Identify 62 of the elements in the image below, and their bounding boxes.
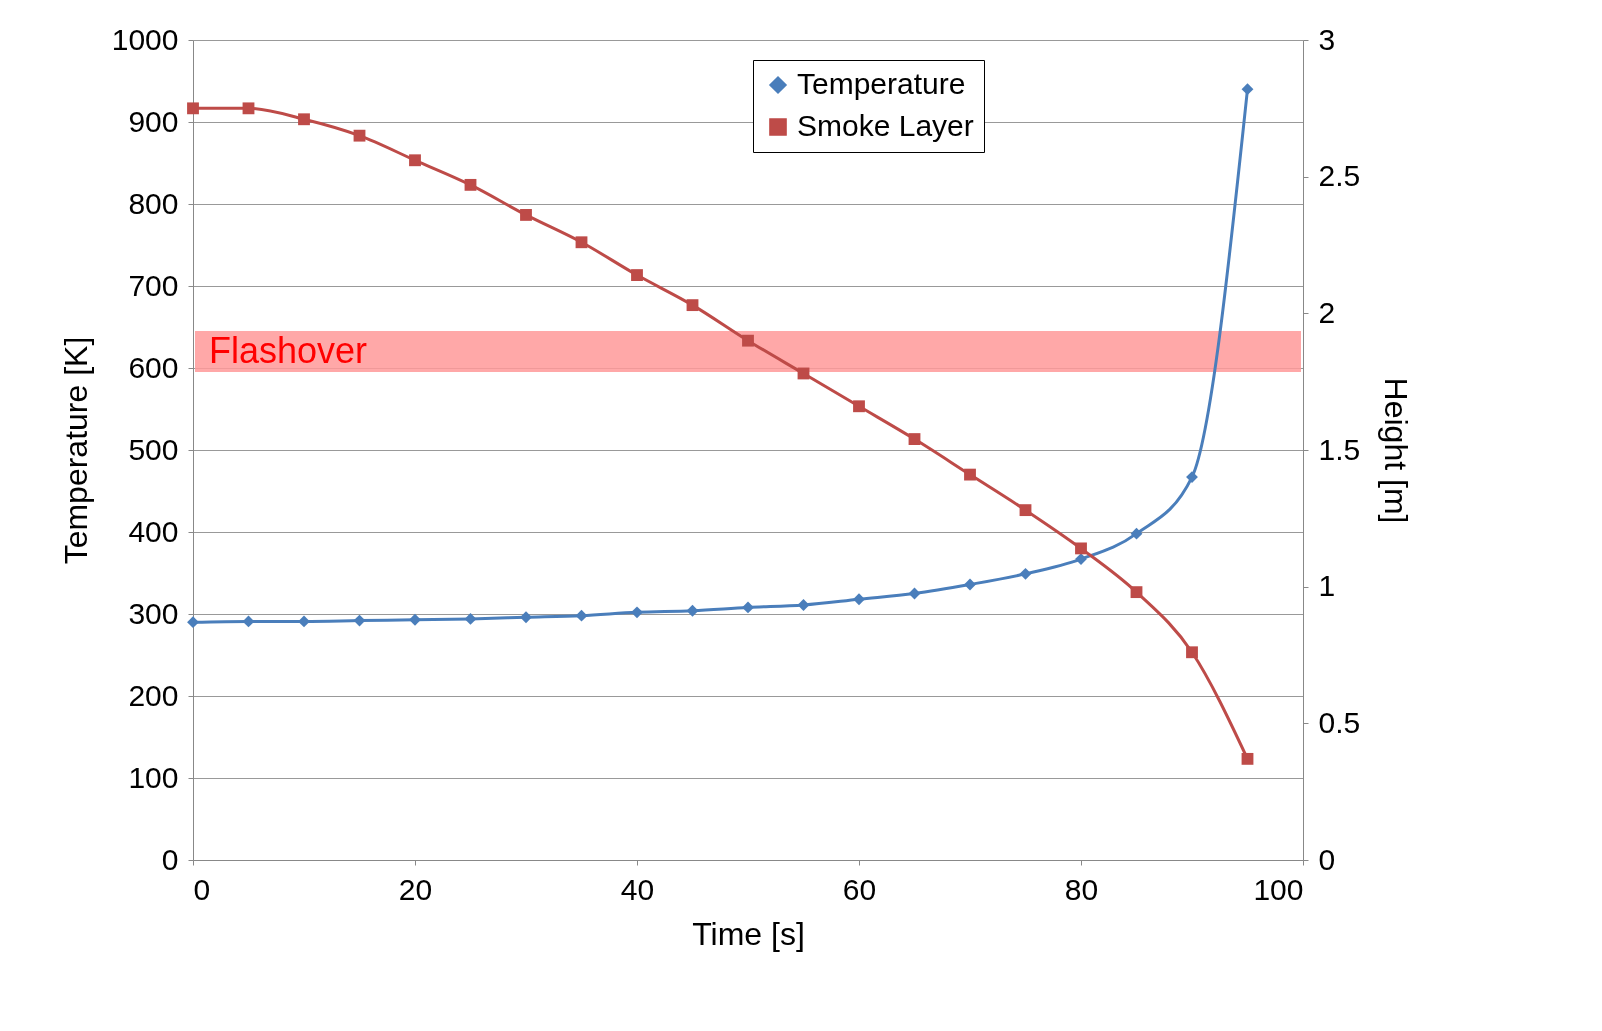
point — [464, 613, 477, 625]
x-tick-label: 100 — [1253, 872, 1304, 906]
point — [742, 334, 754, 347]
x-tick-label: 40 — [620, 872, 655, 906]
x-axis-title: Time [s] — [692, 915, 805, 952]
point — [1019, 504, 1032, 517]
y-tick-label: 900 — [128, 104, 179, 138]
point — [1241, 83, 1254, 96]
x-tick-label: 80 — [1064, 872, 1099, 906]
point — [908, 433, 921, 445]
y-tick-label: 700 — [128, 268, 179, 302]
point — [409, 154, 421, 167]
y2-tick-label: 1.5 — [1318, 432, 1361, 466]
y-tick-label: 500 — [128, 432, 179, 466]
point — [1019, 567, 1032, 580]
y-tick-label: 300 — [128, 596, 179, 630]
point — [298, 615, 310, 628]
y-tick-label: 1000 — [111, 22, 179, 56]
point — [464, 178, 477, 191]
y2-tick-label: 2.5 — [1318, 159, 1361, 193]
y2-axis-title: Height [m] — [1378, 377, 1415, 524]
point — [1130, 586, 1143, 599]
y-tick-label: 800 — [128, 186, 179, 220]
y-tick-label: 600 — [128, 350, 179, 384]
point — [1130, 527, 1143, 540]
point — [1075, 542, 1087, 555]
point — [742, 601, 754, 614]
y2-tick-label: 0.5 — [1318, 705, 1361, 739]
point — [187, 616, 199, 629]
point — [242, 102, 255, 115]
point — [631, 269, 643, 281]
y2-tick-label: 3 — [1318, 22, 1336, 56]
point — [1186, 646, 1198, 659]
point — [797, 599, 810, 611]
y-tick-label: 400 — [128, 514, 179, 548]
y2-tick-label: 0 — [1318, 842, 1336, 876]
point — [853, 593, 865, 606]
y-axis-title: Temperature [K] — [57, 336, 94, 565]
point — [520, 209, 532, 221]
point — [964, 578, 976, 591]
band-label: Flashover — [209, 329, 368, 371]
y-tick-label: 100 — [128, 760, 179, 794]
point — [298, 113, 310, 126]
point — [187, 102, 199, 115]
x-tick-label: 20 — [398, 872, 433, 906]
point — [575, 236, 588, 249]
y2-tick-label: 1 — [1318, 569, 1336, 603]
point — [964, 468, 976, 481]
legend-label: Smoke Layer — [797, 109, 974, 142]
point — [520, 611, 532, 624]
point — [353, 129, 366, 142]
x-tick-label: 60 — [842, 872, 877, 906]
point — [686, 299, 699, 312]
x-tick-label: 0 — [193, 872, 211, 906]
y2-tick-label: 2 — [1318, 295, 1336, 329]
point — [631, 606, 643, 619]
point — [1241, 752, 1254, 765]
y-tick-label: 0 — [161, 842, 179, 876]
point — [853, 400, 865, 413]
y-tick-label: 200 — [128, 678, 179, 712]
point — [409, 613, 421, 626]
legend-label: Temperature — [797, 67, 966, 100]
